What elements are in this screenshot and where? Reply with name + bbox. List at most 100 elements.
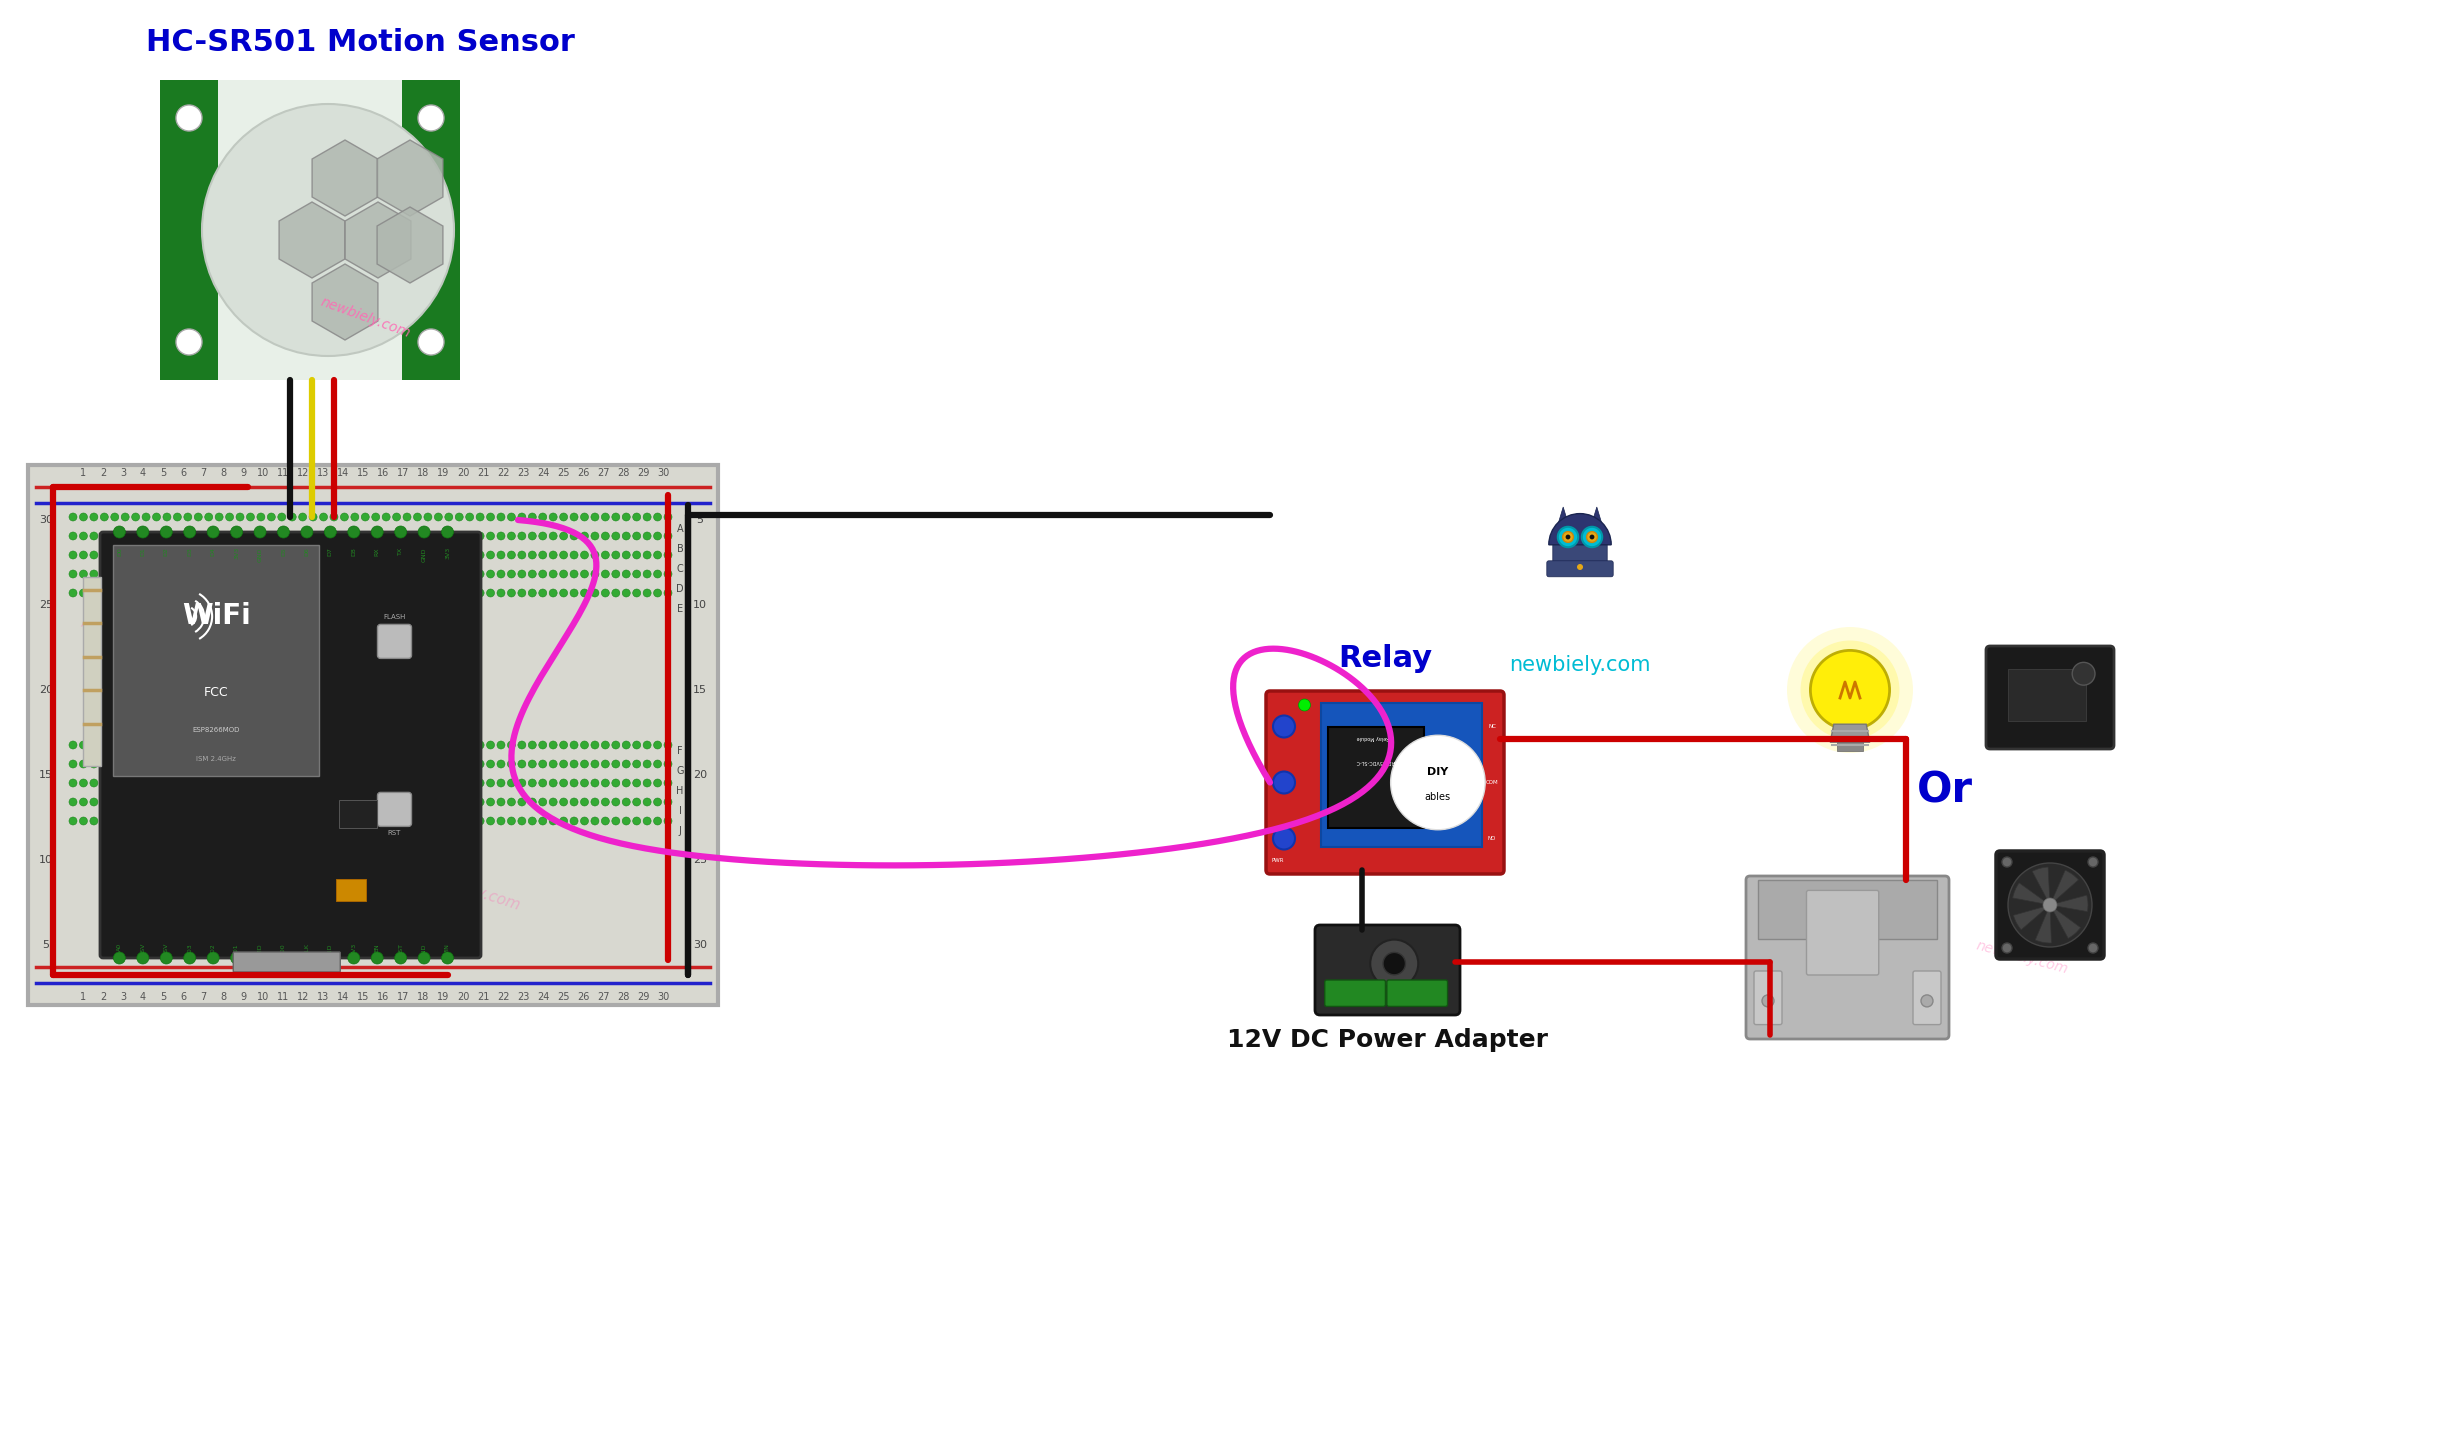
Circle shape (297, 816, 307, 825)
Circle shape (227, 551, 234, 560)
Text: 30: 30 (656, 992, 668, 1002)
Circle shape (393, 532, 400, 539)
Circle shape (497, 513, 505, 521)
Circle shape (310, 741, 317, 750)
Text: newbiely.com: newbiely.com (417, 867, 522, 914)
Text: RX: RX (375, 547, 380, 555)
Circle shape (329, 816, 339, 825)
Circle shape (644, 570, 651, 579)
Circle shape (475, 513, 485, 521)
Circle shape (173, 532, 180, 539)
Circle shape (590, 760, 600, 769)
Text: 5: 5 (697, 515, 705, 525)
Circle shape (246, 816, 254, 825)
Circle shape (1382, 953, 1404, 974)
Text: 12: 12 (297, 468, 310, 479)
Circle shape (622, 741, 631, 750)
Circle shape (488, 760, 495, 769)
Circle shape (488, 741, 495, 750)
Circle shape (663, 513, 673, 521)
Circle shape (329, 513, 339, 521)
Circle shape (602, 779, 610, 787)
Text: D1: D1 (141, 547, 146, 555)
Circle shape (100, 798, 107, 806)
Circle shape (383, 532, 390, 539)
Circle shape (361, 816, 368, 825)
Circle shape (268, 589, 275, 597)
Circle shape (612, 570, 619, 579)
Text: 9: 9 (239, 468, 246, 479)
Circle shape (183, 798, 193, 806)
Circle shape (100, 779, 107, 787)
Circle shape (319, 741, 327, 750)
Circle shape (288, 779, 295, 787)
Circle shape (68, 551, 78, 560)
Circle shape (539, 760, 546, 769)
Circle shape (202, 104, 453, 357)
Text: 15: 15 (692, 684, 707, 695)
Circle shape (456, 589, 463, 597)
Circle shape (507, 779, 514, 787)
Circle shape (466, 741, 473, 750)
Circle shape (2087, 942, 2099, 953)
Circle shape (561, 816, 568, 825)
Circle shape (475, 816, 485, 825)
Circle shape (341, 551, 349, 560)
Circle shape (68, 589, 78, 597)
Text: 12: 12 (297, 992, 310, 1002)
Circle shape (268, 779, 275, 787)
Text: VIN: VIN (446, 942, 451, 954)
Text: 14: 14 (336, 992, 349, 1002)
Circle shape (122, 589, 129, 597)
Circle shape (361, 551, 368, 560)
Text: HC-SR501 Motion Sensor: HC-SR501 Motion Sensor (146, 28, 575, 57)
Circle shape (417, 329, 444, 355)
Circle shape (288, 551, 295, 560)
Circle shape (215, 741, 224, 750)
Circle shape (341, 589, 349, 597)
Circle shape (561, 513, 568, 521)
Circle shape (1577, 564, 1582, 570)
Circle shape (539, 741, 546, 750)
Circle shape (205, 760, 212, 769)
Text: WiFi: WiFi (183, 602, 251, 631)
Circle shape (444, 589, 453, 597)
Circle shape (517, 513, 527, 521)
Circle shape (497, 816, 505, 825)
Circle shape (90, 816, 98, 825)
Circle shape (110, 741, 119, 750)
Text: 15: 15 (356, 992, 368, 1002)
Circle shape (319, 760, 327, 769)
Wedge shape (2014, 883, 2050, 905)
Circle shape (529, 779, 536, 787)
Circle shape (517, 816, 527, 825)
Circle shape (424, 779, 432, 787)
Text: 15: 15 (39, 770, 54, 780)
Circle shape (622, 570, 631, 579)
Circle shape (434, 741, 441, 750)
Circle shape (441, 526, 453, 538)
Circle shape (329, 760, 339, 769)
Circle shape (414, 816, 422, 825)
Circle shape (205, 589, 212, 597)
Circle shape (393, 570, 400, 579)
Circle shape (561, 589, 568, 597)
Circle shape (278, 798, 285, 806)
Circle shape (80, 798, 88, 806)
Circle shape (80, 779, 88, 787)
Circle shape (590, 513, 600, 521)
Circle shape (227, 816, 234, 825)
Circle shape (154, 816, 161, 825)
Circle shape (1787, 626, 1914, 753)
Text: Relay: Relay (1338, 644, 1431, 673)
Circle shape (414, 798, 422, 806)
Circle shape (497, 589, 505, 597)
Circle shape (90, 779, 98, 787)
Circle shape (256, 532, 266, 539)
Circle shape (310, 816, 317, 825)
Circle shape (549, 798, 558, 806)
Circle shape (361, 760, 368, 769)
Circle shape (115, 526, 124, 538)
Circle shape (205, 816, 212, 825)
Circle shape (434, 760, 441, 769)
